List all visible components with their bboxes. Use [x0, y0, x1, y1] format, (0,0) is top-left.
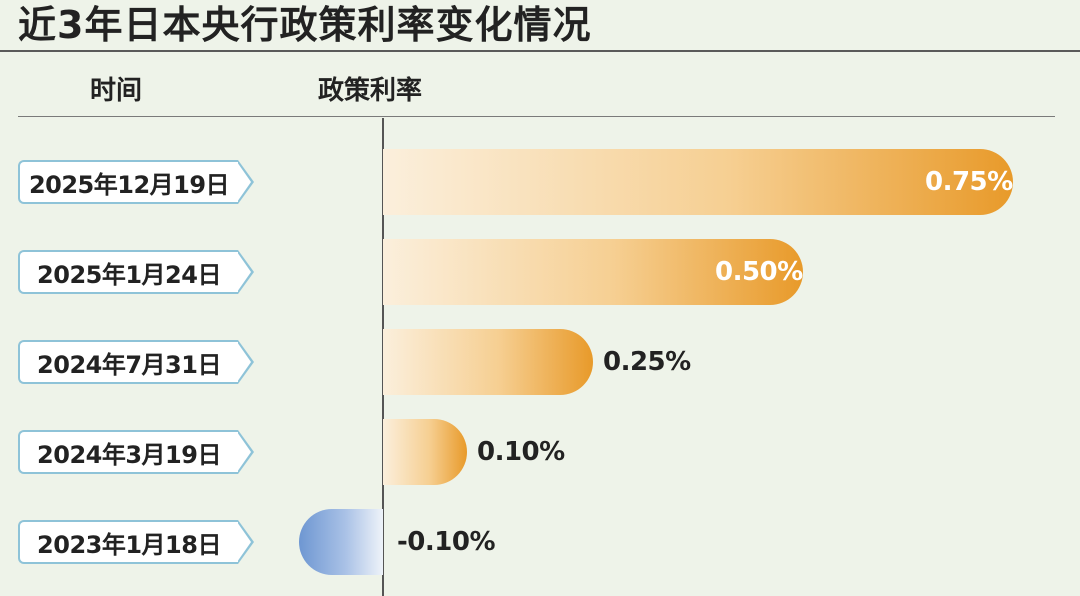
bar — [383, 329, 593, 395]
bar — [383, 419, 467, 485]
date-label: 2023年1月18日 — [18, 520, 254, 564]
time-column-header: 时间 — [90, 76, 143, 106]
rate-column-header: 政策利率 — [318, 76, 423, 106]
date-label: 2024年3月19日 — [18, 430, 254, 474]
chart-title: 近3年日本央行政策利率变化情况 — [18, 3, 592, 47]
date-label: 2025年1月24日 — [18, 250, 254, 294]
date-label: 2024年7月31日 — [18, 340, 254, 384]
date-label: 2025年12月19日 — [18, 160, 254, 204]
value-label: 0.25% — [603, 347, 691, 377]
value-label: 0.50% — [715, 257, 803, 287]
value-label: 0.75% — [925, 167, 1013, 197]
value-label: 0.10% — [477, 437, 565, 467]
bar — [383, 239, 803, 305]
title-divider — [0, 50, 1080, 52]
bar — [299, 509, 383, 575]
header-divider — [18, 116, 1055, 117]
bar — [383, 149, 1013, 215]
value-label: -0.10% — [397, 527, 496, 557]
